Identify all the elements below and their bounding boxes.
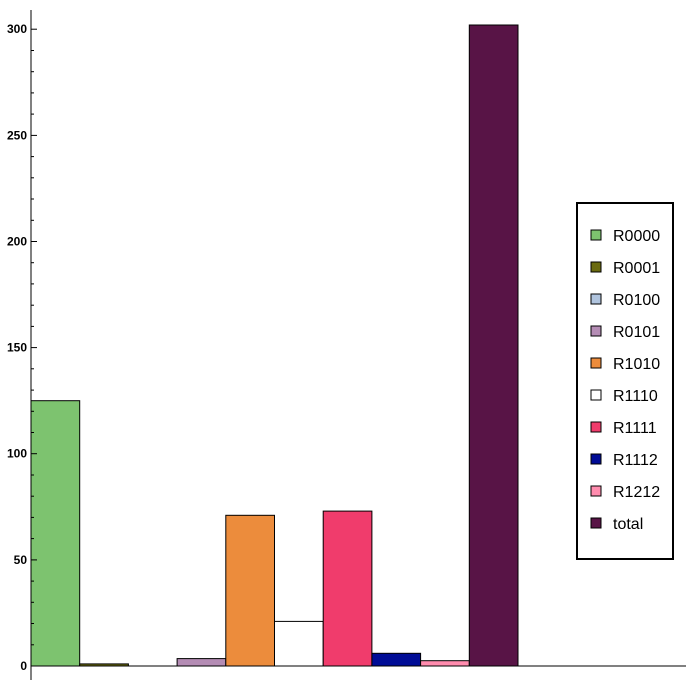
y-tick-label: 250 xyxy=(7,128,27,142)
legend-label-r0100: R0100 xyxy=(613,292,660,309)
legend-label-r1212: R1212 xyxy=(613,484,660,501)
legend-swatch-r1212 xyxy=(590,485,602,497)
legend-label-r0000: R0000 xyxy=(613,228,660,245)
axes-group xyxy=(30,10,686,680)
y-tick-label: 0 xyxy=(20,659,27,673)
y-tick-label: 150 xyxy=(7,341,27,355)
legend-swatch-r0000 xyxy=(590,229,602,241)
y-tick-label: 100 xyxy=(7,447,27,461)
bar-r1111 xyxy=(322,510,373,667)
legend-box xyxy=(576,202,674,560)
legend-label-r1010: R1010 xyxy=(613,356,660,373)
legend-swatch-r1112 xyxy=(590,453,602,465)
legend-label-r0101: R0101 xyxy=(613,324,660,341)
legend-swatch-r0100 xyxy=(590,293,602,305)
y-tick-label: 300 xyxy=(7,22,27,36)
legend-label-r1112: R1112 xyxy=(613,452,658,469)
legend-swatch-r0101 xyxy=(590,325,602,337)
legend-label-total: total xyxy=(613,516,643,533)
y-ticks-group: 0 50 100 150 200 250 300 xyxy=(7,22,37,673)
bar-r1112 xyxy=(371,652,422,667)
legend-label-r1110: R1110 xyxy=(613,388,658,405)
legend-swatch-r0001 xyxy=(590,261,602,273)
y-tick-label: 200 xyxy=(7,235,27,249)
legend-swatch-r1110 xyxy=(590,389,602,401)
bar-r0101 xyxy=(176,658,227,667)
bar-r1212 xyxy=(420,660,470,667)
bar-r1110 xyxy=(274,620,324,667)
bar-total xyxy=(468,24,519,667)
legend-label-r1111: R1111 xyxy=(613,420,657,437)
bar-r0000 xyxy=(30,400,81,667)
bar-r1010 xyxy=(225,514,276,667)
legend-swatch-r1111 xyxy=(590,421,602,433)
legend: R0000 R0001 R0100 R0101 R1010 R1110 R1111 R1112… xyxy=(576,202,674,560)
legend-swatch-r1010 xyxy=(590,357,602,369)
legend-swatch-total xyxy=(590,517,602,529)
bars-group xyxy=(30,24,519,667)
legend-label-r0001: R0001 xyxy=(613,260,660,277)
y-tick-label: 50 xyxy=(14,553,28,567)
